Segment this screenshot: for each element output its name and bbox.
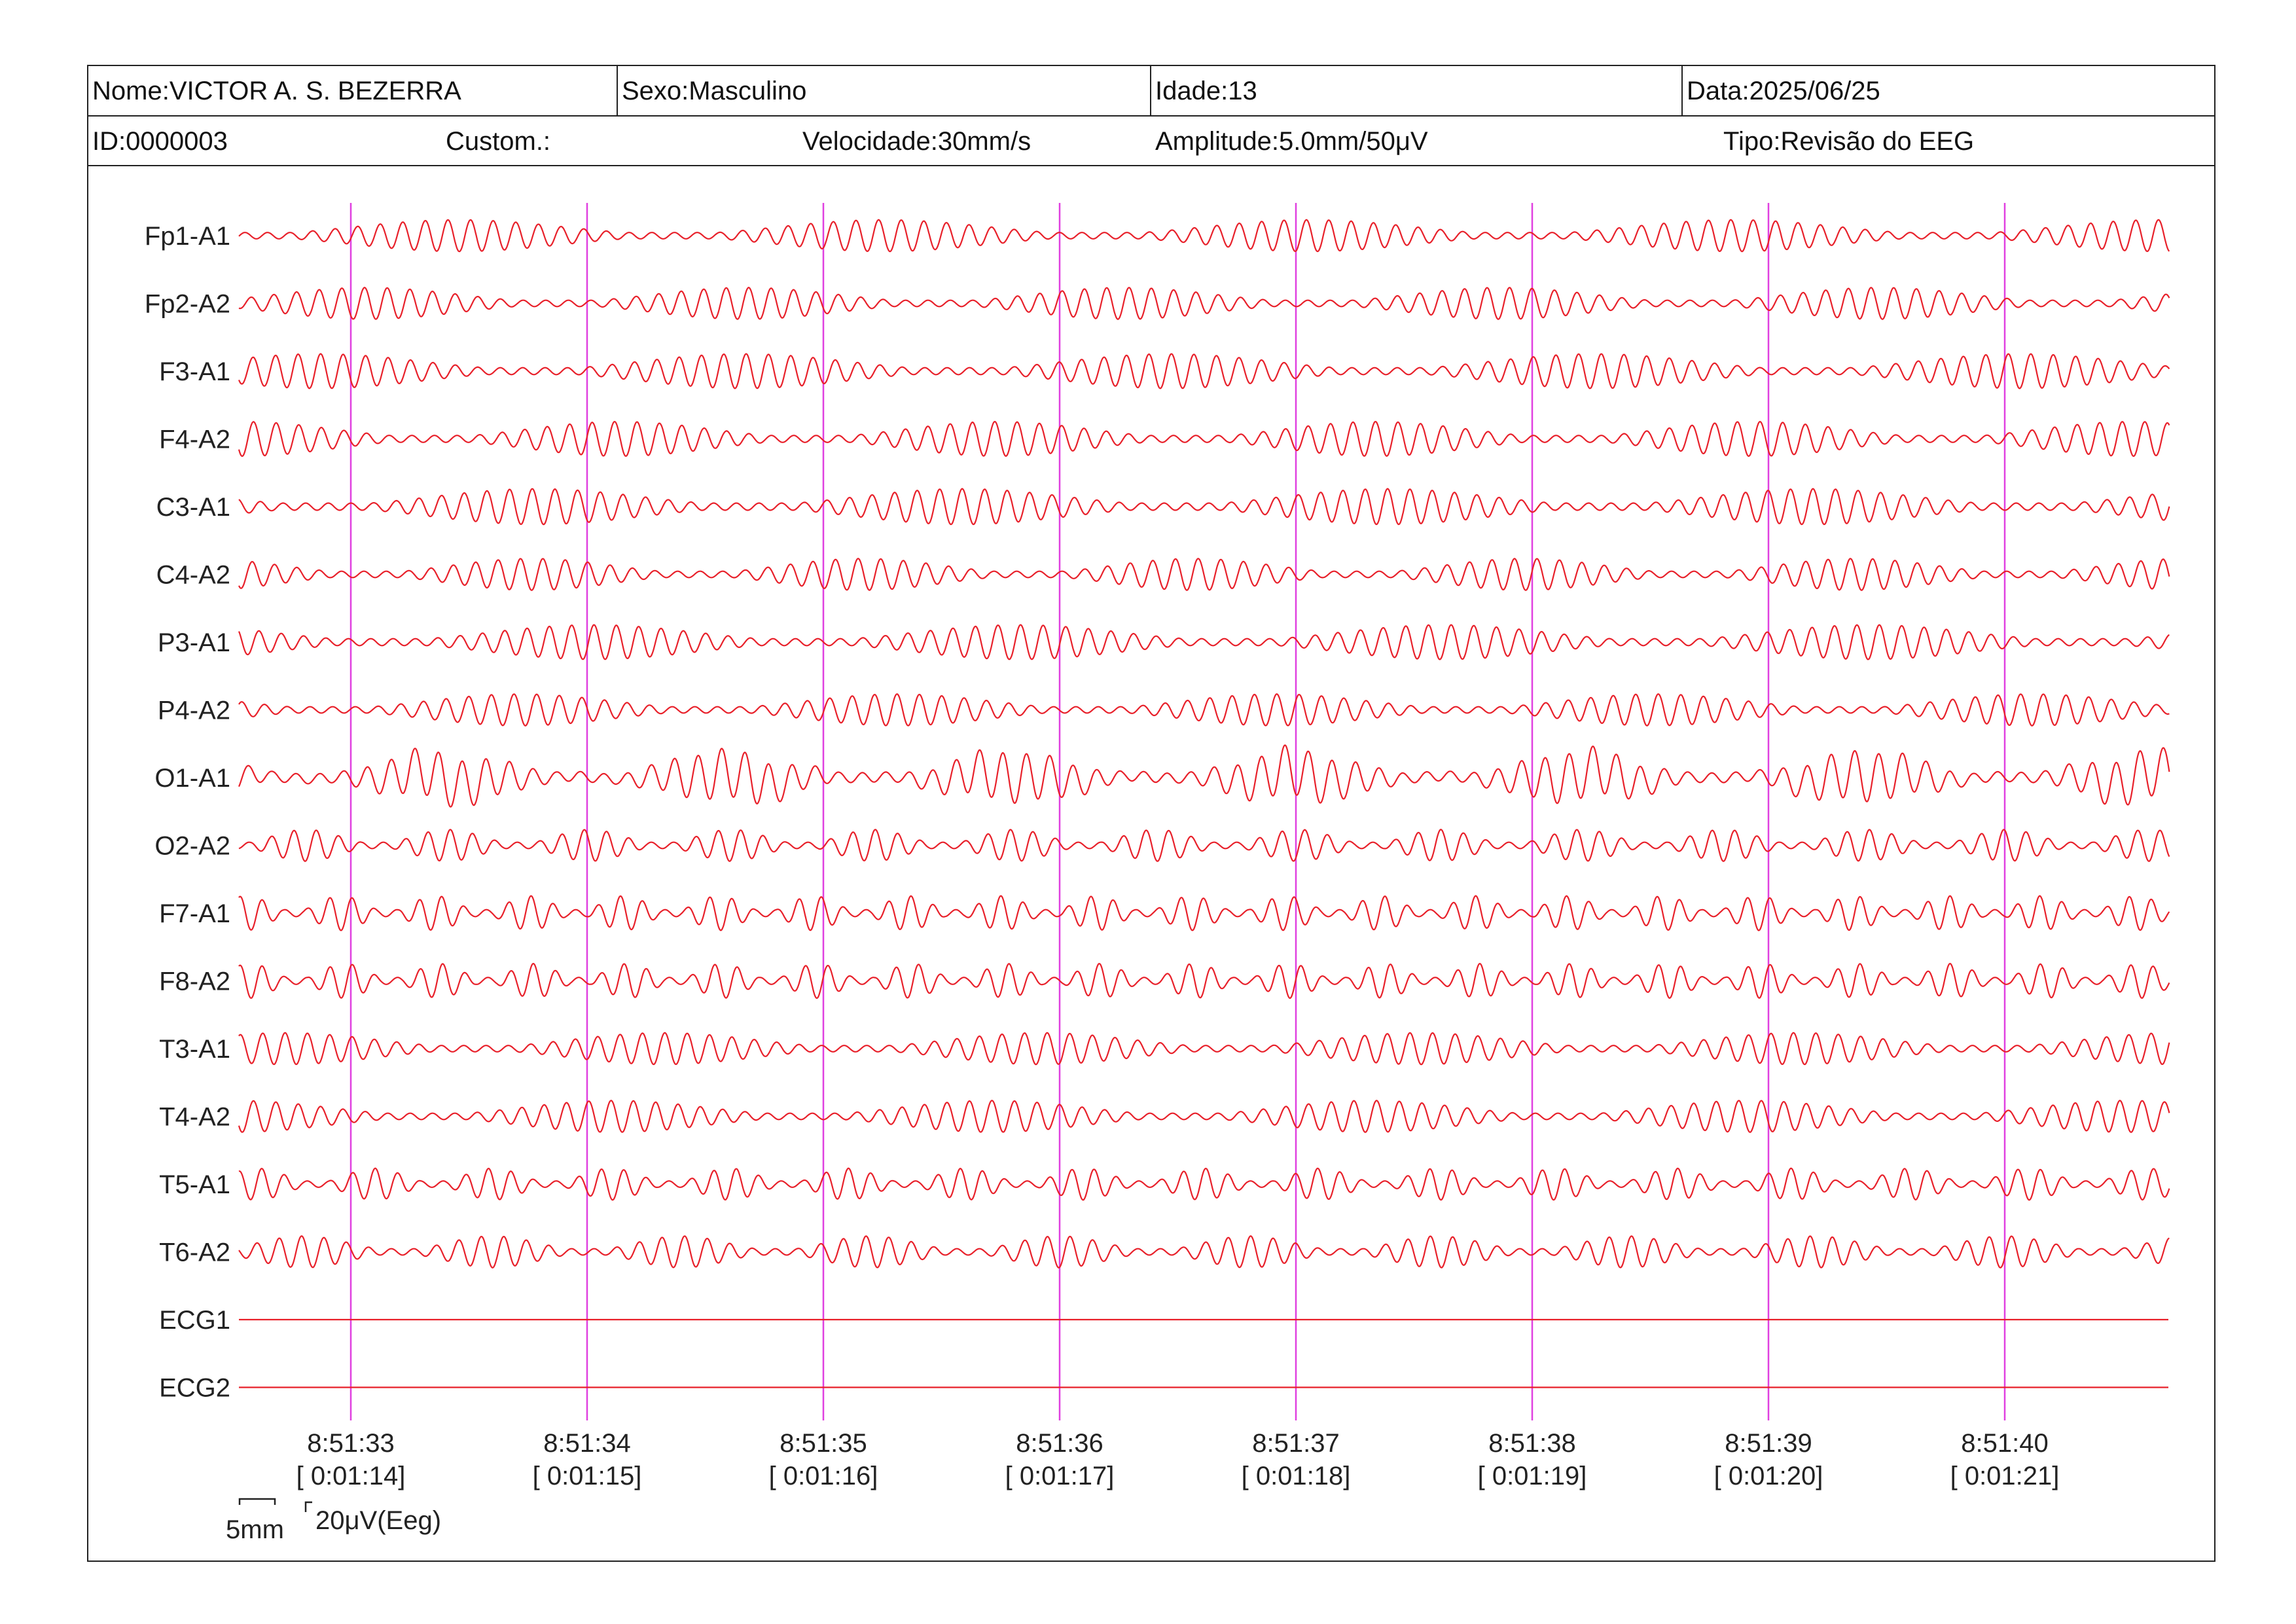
elapsed-label: [ 0:01:20] (1714, 1462, 1823, 1490)
header-row-2: ID:0000003 Custom.: Velocidade:30mm/s Am… (88, 117, 2214, 166)
channel-label: Fp2-A2 (145, 290, 230, 319)
time-label: 8:51:35 (780, 1429, 867, 1458)
eeg-trace-t3-a1 (238, 1032, 2170, 1066)
elapsed-label: [ 0:01:15] (533, 1462, 642, 1490)
channel-label: O2-A2 (154, 832, 230, 861)
eeg-trace-t5-a1 (238, 1167, 2170, 1201)
channel-label: T4-A2 (159, 1103, 230, 1132)
time-scale-bracket (238, 1498, 276, 1505)
time-markers (350, 203, 2006, 1420)
scale-bar: 5mm 20μV(Eeg) (226, 1498, 441, 1544)
eeg-trace-t4-a2 (238, 1100, 2170, 1133)
time-label: 8:51:39 (1725, 1429, 1812, 1458)
time-label: 8:51:37 (1252, 1429, 1339, 1458)
time-label: 8:51:40 (1961, 1429, 2048, 1458)
elapsed-label: [ 0:01:17] (1005, 1462, 1115, 1490)
eeg-trace-fp1-a1 (238, 219, 2170, 253)
channel-label: C3-A1 (156, 493, 230, 522)
elapsed-label: [ 0:01:18] (1242, 1462, 1351, 1490)
eeg-trace-t6-a2 (238, 1235, 2170, 1269)
channel-label: F4-A2 (159, 425, 230, 454)
review-type: Tipo:Revisão do EEG (1723, 127, 1975, 156)
report-sheet: Nome:VICTOR A. S. BEZERRA Sexo:Masculino… (87, 65, 2215, 1562)
channel-labels: Fp1-A1 Fp2-A2 F3-A1 F4-A2 C3-A1 C4-A2 P3-A1 P4-… (145, 222, 230, 1403)
eeg-trace-fp2-a2 (238, 287, 2170, 320)
eeg-trace-p4-a2 (238, 693, 2170, 727)
channel-label: P4-A2 (158, 696, 230, 725)
channel-label: T6-A2 (159, 1238, 230, 1267)
time-labels: 8:51:33 [ 0:01:14] 8:51:34 [ 0:01:15] 8:51:3… (296, 1429, 2060, 1490)
header-row-1: Nome:VICTOR A. S. BEZERRA Sexo:Masculino… (88, 66, 2214, 117)
exam-date: Data:2025/06/25 (1687, 77, 1880, 105)
channel-label: T3-A1 (159, 1035, 230, 1064)
elapsed-label: [ 0:01:14] (296, 1462, 406, 1490)
patient-sex: Sexo:Masculino (618, 66, 1151, 115)
patient-age: Idade:13 (1151, 66, 1683, 115)
eeg-trace-f7-a1 (238, 895, 2170, 931)
eeg-trace-o2-a2 (238, 829, 2170, 862)
channel-label: F7-A1 (159, 899, 230, 928)
channel-label: P3-A1 (158, 628, 230, 657)
channel-label: F3-A1 (159, 357, 230, 386)
eeg-traces (238, 219, 2170, 1388)
patient-id: ID:0000003 (92, 127, 228, 156)
eeg-trace-o1-a1 (238, 744, 2170, 808)
channel-label: F8-A2 (159, 967, 230, 996)
elapsed-label: [ 0:01:19] (1478, 1462, 1587, 1490)
patient-name: Nome:VICTOR A. S. BEZERRA (88, 66, 618, 115)
time-label: 8:51:38 (1488, 1429, 1575, 1458)
channel-label: C4-A2 (156, 561, 230, 590)
paper-speed: Velocidade:30mm/s (802, 127, 1031, 156)
amplitude-setting: Amplitude:5.0mm/50μV (1155, 127, 1428, 156)
eeg-trace-f3-a1 (238, 353, 2170, 389)
eeg-trace-f8-a2 (238, 962, 2170, 1000)
eeg-trace-c3-a1 (238, 488, 2170, 526)
channel-label: ECG2 (159, 1374, 230, 1403)
channel-label: T5-A1 (159, 1170, 230, 1199)
time-label: 8:51:34 (543, 1429, 630, 1458)
eeg-trace-c4-a2 (238, 558, 2170, 591)
channel-label: O1-A1 (154, 764, 230, 793)
time-label: 8:51:33 (307, 1429, 394, 1458)
amp-scale-bracket (304, 1501, 312, 1512)
eeg-trace-p3-a1 (238, 624, 2170, 660)
elapsed-label: [ 0:01:21] (1950, 1462, 2060, 1490)
elapsed-label: [ 0:01:16] (769, 1462, 878, 1490)
channel-label: Fp1-A1 (145, 222, 230, 251)
eeg-trace-f4-a2 (238, 420, 2170, 458)
channel-label: ECG1 (159, 1306, 230, 1335)
time-scale-label: 5mm (226, 1515, 284, 1544)
amp-scale-label: 20μV(Eeg) (315, 1506, 441, 1535)
time-label: 8:51:36 (1016, 1429, 1103, 1458)
custom-field: Custom.: (446, 127, 551, 156)
